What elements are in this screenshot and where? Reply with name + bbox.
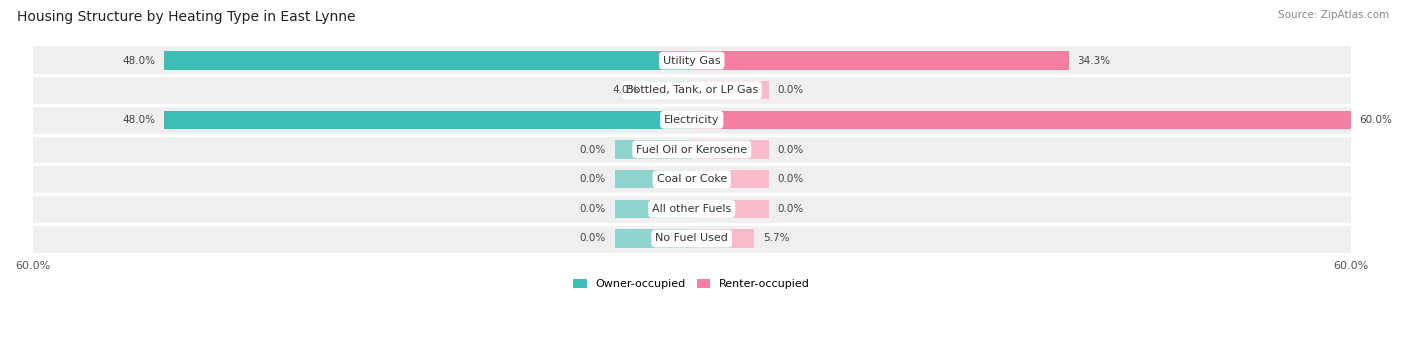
Text: 0.0%: 0.0% <box>778 174 804 184</box>
Text: 0.0%: 0.0% <box>778 85 804 95</box>
Bar <box>692 51 1069 70</box>
Bar <box>692 199 769 218</box>
Text: Source: ZipAtlas.com: Source: ZipAtlas.com <box>1278 10 1389 20</box>
Bar <box>614 140 692 159</box>
Text: Coal or Coke: Coal or Coke <box>657 174 727 184</box>
Text: Bottled, Tank, or LP Gas: Bottled, Tank, or LP Gas <box>626 85 758 95</box>
Text: Fuel Oil or Kerosene: Fuel Oil or Kerosene <box>636 145 748 154</box>
Bar <box>614 229 692 248</box>
Bar <box>165 110 692 129</box>
Bar <box>692 170 769 188</box>
Legend: Owner-occupied, Renter-occupied: Owner-occupied, Renter-occupied <box>569 274 814 294</box>
Text: Electricity: Electricity <box>664 115 720 125</box>
Text: 48.0%: 48.0% <box>122 56 156 65</box>
Bar <box>692 81 769 99</box>
Text: 48.0%: 48.0% <box>122 115 156 125</box>
Text: Housing Structure by Heating Type in East Lynne: Housing Structure by Heating Type in Eas… <box>17 10 356 24</box>
Text: Utility Gas: Utility Gas <box>664 56 720 65</box>
Bar <box>32 194 1351 224</box>
Bar <box>692 229 755 248</box>
Bar <box>614 199 692 218</box>
Bar <box>32 164 1351 194</box>
Text: 5.7%: 5.7% <box>763 234 790 243</box>
Text: 34.3%: 34.3% <box>1077 56 1111 65</box>
Text: 0.0%: 0.0% <box>778 145 804 154</box>
Bar <box>32 224 1351 253</box>
Bar <box>32 105 1351 135</box>
Text: 4.0%: 4.0% <box>613 85 638 95</box>
Text: 0.0%: 0.0% <box>579 174 606 184</box>
Text: 60.0%: 60.0% <box>1360 115 1392 125</box>
Bar <box>32 75 1351 105</box>
Text: 0.0%: 0.0% <box>579 204 606 214</box>
Bar <box>165 51 692 70</box>
Bar <box>692 110 1351 129</box>
Text: 0.0%: 0.0% <box>579 145 606 154</box>
Bar <box>32 135 1351 164</box>
Bar <box>648 81 692 99</box>
Text: 0.0%: 0.0% <box>778 204 804 214</box>
Bar <box>32 46 1351 75</box>
Text: All other Fuels: All other Fuels <box>652 204 731 214</box>
Bar <box>614 170 692 188</box>
Bar <box>692 140 769 159</box>
Text: 0.0%: 0.0% <box>579 234 606 243</box>
Text: No Fuel Used: No Fuel Used <box>655 234 728 243</box>
